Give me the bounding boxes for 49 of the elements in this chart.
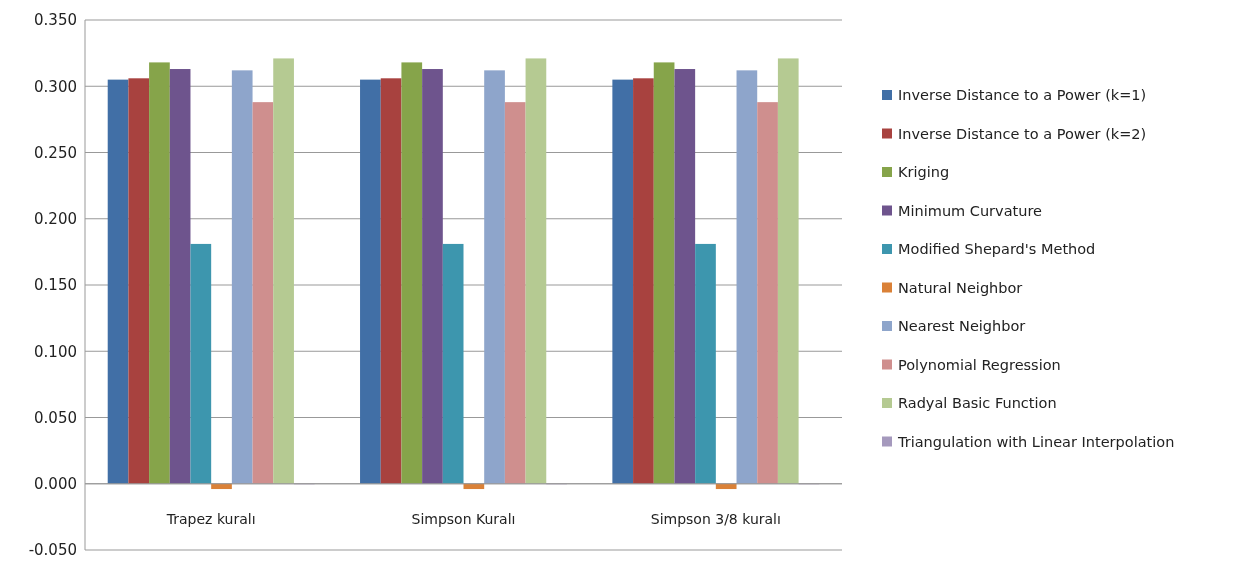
- bar: [360, 79, 381, 484]
- bar: [525, 58, 547, 484]
- bar: [633, 78, 654, 484]
- legend-label: Natural Neighbor: [898, 279, 1023, 296]
- bar: [715, 483, 737, 490]
- y-tick-label: 0.300: [34, 77, 77, 96]
- y-tick-label: 0.350: [34, 11, 77, 30]
- y-tick-label: 0.050: [34, 408, 77, 427]
- y-tick-label: 0.000: [34, 475, 77, 493]
- y-tick-label: 0.200: [34, 210, 77, 228]
- bar: [504, 102, 526, 484]
- bar: [273, 58, 294, 484]
- legend-label: Polynomial Regression: [898, 356, 1061, 373]
- bar: [231, 70, 253, 484]
- bar: [463, 483, 485, 490]
- bar: [695, 243, 716, 484]
- bar: [422, 69, 443, 484]
- legend-label: Inverse Distance to a Power (k=1): [898, 87, 1147, 104]
- bar: [736, 70, 758, 484]
- bar: [380, 78, 402, 484]
- bar: [442, 243, 464, 484]
- bar: [211, 483, 232, 490]
- bar: [674, 69, 696, 484]
- bar: [612, 79, 634, 484]
- legend-label: Inverse Distance to a Power (k=2): [898, 125, 1147, 142]
- bar: [169, 69, 191, 484]
- bar: [653, 62, 675, 484]
- legend-label: Modified Shepard's Method: [898, 241, 1096, 258]
- legend-label: Nearest Neighbor: [898, 318, 1026, 335]
- y-tick-label: -0.050: [28, 541, 77, 560]
- y-tick-label: 0.250: [34, 143, 77, 162]
- bar: [149, 62, 170, 484]
- y-tick-label: 0.100: [34, 342, 77, 361]
- x-tick-label: Simpson Kuralı: [411, 510, 516, 527]
- x-tick-label: Simpson 3/8 kuralı: [650, 510, 781, 527]
- bar: [190, 243, 212, 484]
- legend-label: Minimum Curvature: [898, 202, 1043, 219]
- bar: [107, 79, 129, 484]
- x-tick-label: Trapez kuralı: [165, 510, 256, 527]
- y-tick-label: 0.150: [34, 276, 77, 295]
- bar: [252, 102, 274, 484]
- bar: [401, 62, 423, 484]
- bar: [128, 78, 150, 484]
- legend-label: Kriging: [898, 164, 950, 181]
- bar: [484, 70, 505, 484]
- legend-label: Radyal Basic Function: [898, 395, 1057, 412]
- bar: [757, 102, 778, 484]
- legend-label: Triangulation with Linear Interpolation: [897, 433, 1175, 450]
- bar: [777, 58, 799, 484]
